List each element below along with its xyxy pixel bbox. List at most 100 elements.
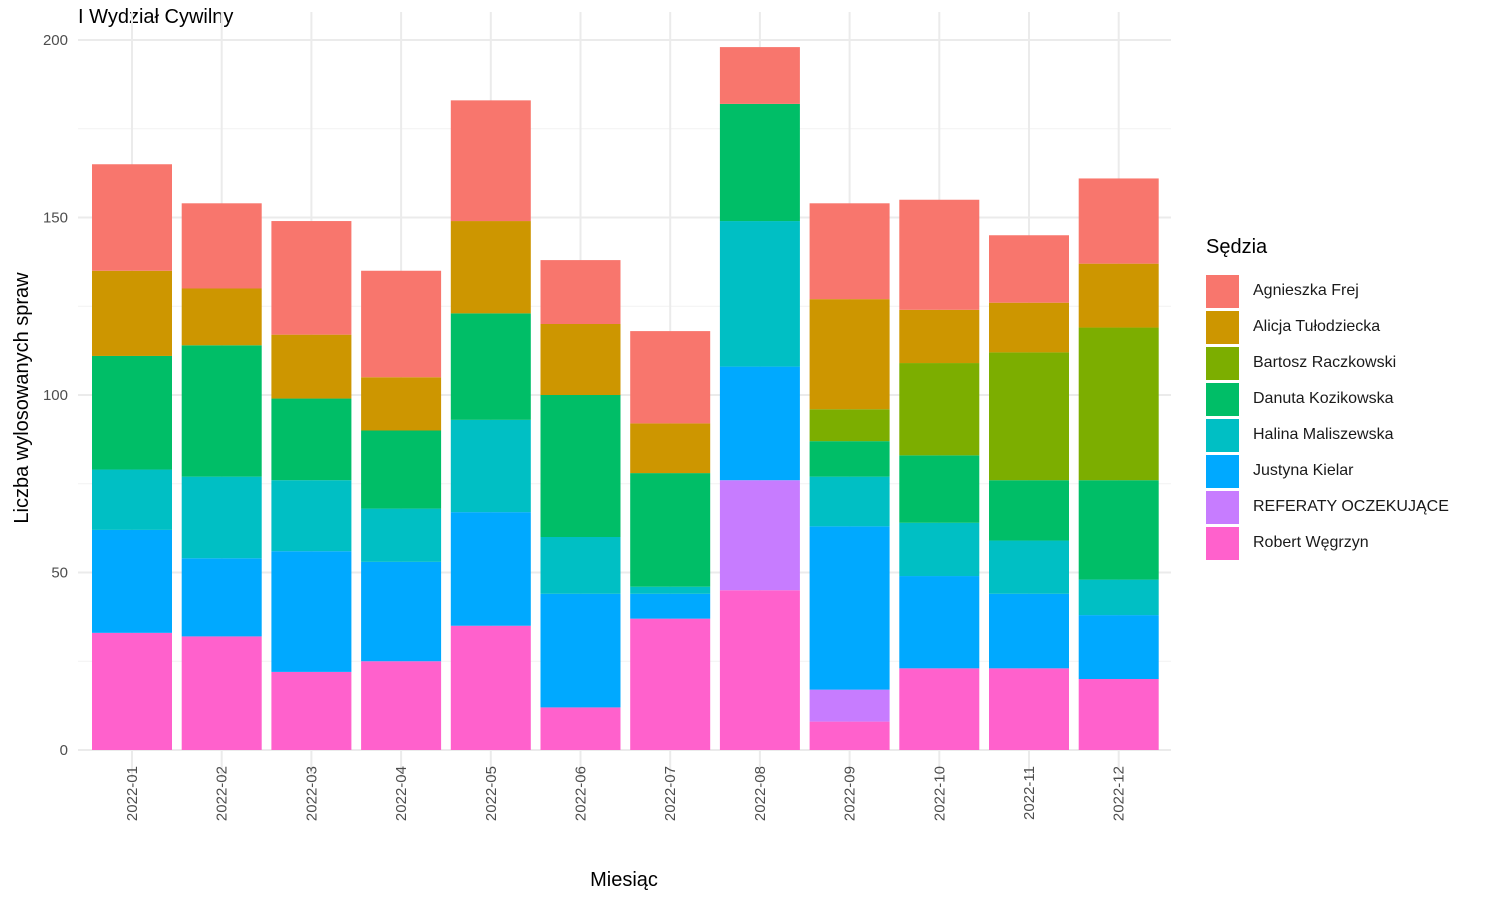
bar-segment bbox=[630, 618, 711, 750]
y-axis-title: Liczba wylosowanych spraw bbox=[11, 272, 33, 524]
legend-key bbox=[1206, 454, 1239, 488]
bar-segment bbox=[1078, 327, 1159, 481]
chart-title: I Wydział Cywilny bbox=[78, 6, 234, 28]
bar-segment bbox=[989, 235, 1069, 303]
bar-segment bbox=[181, 203, 262, 289]
legend: Sędzia Agnieszka Frej Alicja Tułodziecka B… bbox=[1206, 236, 1449, 561]
y-tick-label: 0 bbox=[60, 742, 68, 759]
bar-segment bbox=[361, 661, 442, 750]
legend-label: Halina Maliszewska bbox=[1253, 426, 1394, 443]
bar-segment bbox=[361, 508, 442, 562]
bar-segment bbox=[181, 636, 262, 750]
bar-segment bbox=[809, 409, 890, 442]
bar-segment bbox=[271, 551, 352, 672]
y-tick-label: 150 bbox=[43, 210, 68, 227]
bar-segment bbox=[719, 103, 800, 222]
legend-key bbox=[1206, 526, 1239, 560]
legend-item: Bartosz Raczkowski bbox=[1206, 345, 1449, 381]
bar-segment bbox=[630, 473, 711, 587]
bar-segment bbox=[540, 537, 621, 594]
bar-segment bbox=[1078, 480, 1159, 580]
legend-label: Agnieszka Frej bbox=[1253, 282, 1359, 299]
bar-segment bbox=[809, 526, 890, 690]
y-tick-label: 200 bbox=[43, 32, 68, 49]
bar-segment bbox=[181, 476, 262, 559]
legend-label: Bartosz Raczkowski bbox=[1253, 354, 1397, 371]
bar-segment bbox=[1078, 263, 1159, 328]
bar-segment bbox=[719, 221, 800, 367]
x-tick-label: 2022-10 bbox=[931, 766, 948, 821]
bar-segment bbox=[361, 270, 442, 378]
bar-segment bbox=[92, 529, 172, 633]
x-tick-label: 2022-09 bbox=[842, 766, 859, 821]
bar-segment bbox=[271, 480, 352, 552]
bar-segment bbox=[1078, 579, 1159, 616]
legend-items: Agnieszka Frej Alicja Tułodziecka Bartosz … bbox=[1206, 273, 1449, 561]
bar-segment bbox=[181, 288, 262, 346]
legend-key bbox=[1206, 310, 1239, 344]
bar-segment bbox=[719, 480, 800, 591]
x-tick-label: 2022-02 bbox=[214, 766, 231, 821]
bar-segment bbox=[181, 558, 262, 637]
legend-title: Sędzia bbox=[1206, 236, 1268, 258]
legend-item: REFERATY OCZEKUJĄCE bbox=[1206, 489, 1449, 525]
legend-item: Justyna Kielar bbox=[1206, 453, 1449, 489]
legend-key bbox=[1206, 490, 1239, 524]
x-tick-label: 2022-01 bbox=[124, 766, 141, 821]
legend-key bbox=[1206, 346, 1239, 380]
bar-segment bbox=[540, 395, 621, 537]
bar-segment bbox=[361, 561, 442, 662]
bar-segment bbox=[271, 221, 352, 335]
legend-label: Justyna Kielar bbox=[1253, 462, 1354, 479]
bar-segment bbox=[809, 441, 890, 477]
x-tick-label: 2022-11 bbox=[1021, 766, 1038, 820]
bar-segment bbox=[899, 522, 980, 577]
y-tick-label: 50 bbox=[51, 565, 68, 582]
bar-segment bbox=[899, 576, 980, 669]
bar-segment bbox=[899, 668, 980, 750]
bar-segment bbox=[989, 540, 1069, 594]
bar-segment bbox=[899, 363, 980, 456]
bar-segment bbox=[989, 668, 1069, 750]
bar-segment bbox=[809, 299, 890, 410]
bar-segment bbox=[630, 593, 711, 619]
bar-segment bbox=[92, 164, 172, 271]
y-tick-label: 100 bbox=[43, 387, 68, 404]
bar-segment bbox=[719, 590, 800, 750]
bar-segment bbox=[989, 480, 1069, 541]
bars-group bbox=[92, 47, 1159, 750]
bar-segment bbox=[989, 352, 1069, 481]
bar-segment bbox=[450, 313, 531, 420]
legend-label: Danuta Kozikowska bbox=[1253, 390, 1394, 407]
legend-item: Danuta Kozikowska bbox=[1206, 381, 1449, 417]
bar-segment bbox=[989, 593, 1069, 669]
bar-segment bbox=[809, 721, 890, 750]
x-tick-label: 2022-03 bbox=[303, 766, 320, 821]
legend-item: Agnieszka Frej bbox=[1206, 273, 1449, 309]
x-tick-labels: 2022-01 2022-02 2022-03 2022-04 2022-05 2022-… bbox=[124, 766, 1128, 821]
bar-segment bbox=[361, 377, 442, 431]
bar-segment bbox=[1078, 679, 1159, 750]
bar-segment bbox=[1078, 615, 1159, 679]
bar-segment bbox=[361, 430, 442, 509]
x-tick-label: 2022-06 bbox=[573, 766, 590, 821]
x-tick-label: 2022-12 bbox=[1111, 766, 1128, 821]
legend-key bbox=[1206, 418, 1239, 452]
bar-segment bbox=[719, 366, 800, 481]
bar-segment bbox=[809, 689, 890, 722]
bar-segment bbox=[181, 345, 262, 477]
bar-segment bbox=[809, 203, 890, 300]
x-tick-label: 2022-08 bbox=[752, 766, 769, 821]
bar-segment bbox=[450, 221, 531, 314]
legend-key bbox=[1206, 382, 1239, 416]
legend-key bbox=[1206, 274, 1239, 308]
bar-segment bbox=[899, 199, 980, 310]
x-axis-title: Miesiąc bbox=[590, 869, 658, 891]
x-tick-label: 2022-05 bbox=[483, 766, 500, 821]
x-tick-label: 2022-04 bbox=[393, 766, 410, 821]
legend-label: Robert Węgrzyn bbox=[1253, 534, 1369, 551]
legend-label: REFERATY OCZEKUJĄCE bbox=[1253, 498, 1449, 515]
bar-segment bbox=[899, 309, 980, 364]
legend-item: Alicja Tułodziecka bbox=[1206, 309, 1449, 345]
